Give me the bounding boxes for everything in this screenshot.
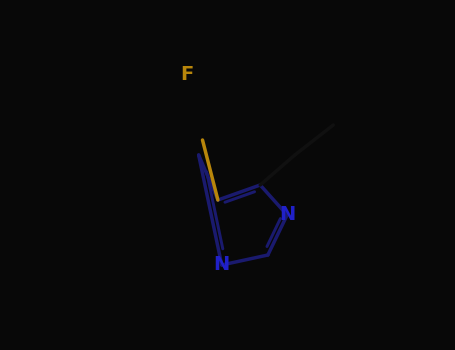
Text: F: F <box>181 65 194 84</box>
Text: N: N <box>213 256 230 274</box>
Text: N: N <box>279 205 295 224</box>
